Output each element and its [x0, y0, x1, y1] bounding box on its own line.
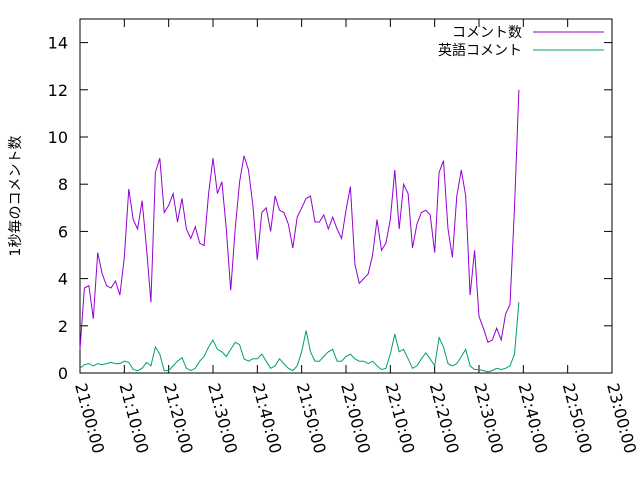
x-tick-label: 21:30:00 [204, 381, 241, 455]
y-tick-label: 10 [48, 128, 68, 147]
y-tick-label: 12 [48, 81, 68, 100]
x-tick-label: 22:40:00 [514, 381, 551, 455]
y-axis-title: 1秒毎のコメント数 [8, 136, 24, 257]
x-tick-label: 21:10:00 [115, 381, 152, 455]
x-tick-label: 22:00:00 [337, 381, 374, 455]
series-line-1 [79, 302, 520, 373]
x-tick-label: 23:00:00 [603, 381, 640, 455]
x-tick-label: 21:40:00 [248, 381, 285, 455]
x-tick-label: 22:50:00 [559, 381, 596, 455]
plot-frame [79, 18, 613, 374]
series-lines [79, 89, 520, 373]
x-tick-label: 22:20:00 [426, 381, 463, 455]
y-tick-label: 2 [58, 317, 68, 336]
series-line-0 [79, 89, 520, 350]
y-tick-label: 4 [58, 270, 68, 289]
x-tick-label: 21:50:00 [293, 381, 330, 455]
legend-label-0: コメント数 [452, 25, 522, 41]
y-tick-label: 8 [58, 175, 68, 194]
x-tick-label: 22:10:00 [381, 381, 418, 455]
y-tick-label: 0 [58, 364, 68, 383]
legend-label-1: 英語コメント [438, 42, 522, 59]
y-tick-label: 14 [48, 34, 68, 53]
x-tick-label: 22:30:00 [470, 381, 507, 455]
x-axis: 21:00:00 21:10:00 21:20:00 21:30:00 21:40:00… [71, 19, 640, 455]
x-tick-label: 21:20:00 [160, 381, 197, 455]
x-tick-label: 21:00:00 [71, 381, 108, 455]
y-axis: 0 2 4 6 8 10 12 14 [48, 34, 612, 383]
y-tick-label: 6 [58, 222, 68, 241]
